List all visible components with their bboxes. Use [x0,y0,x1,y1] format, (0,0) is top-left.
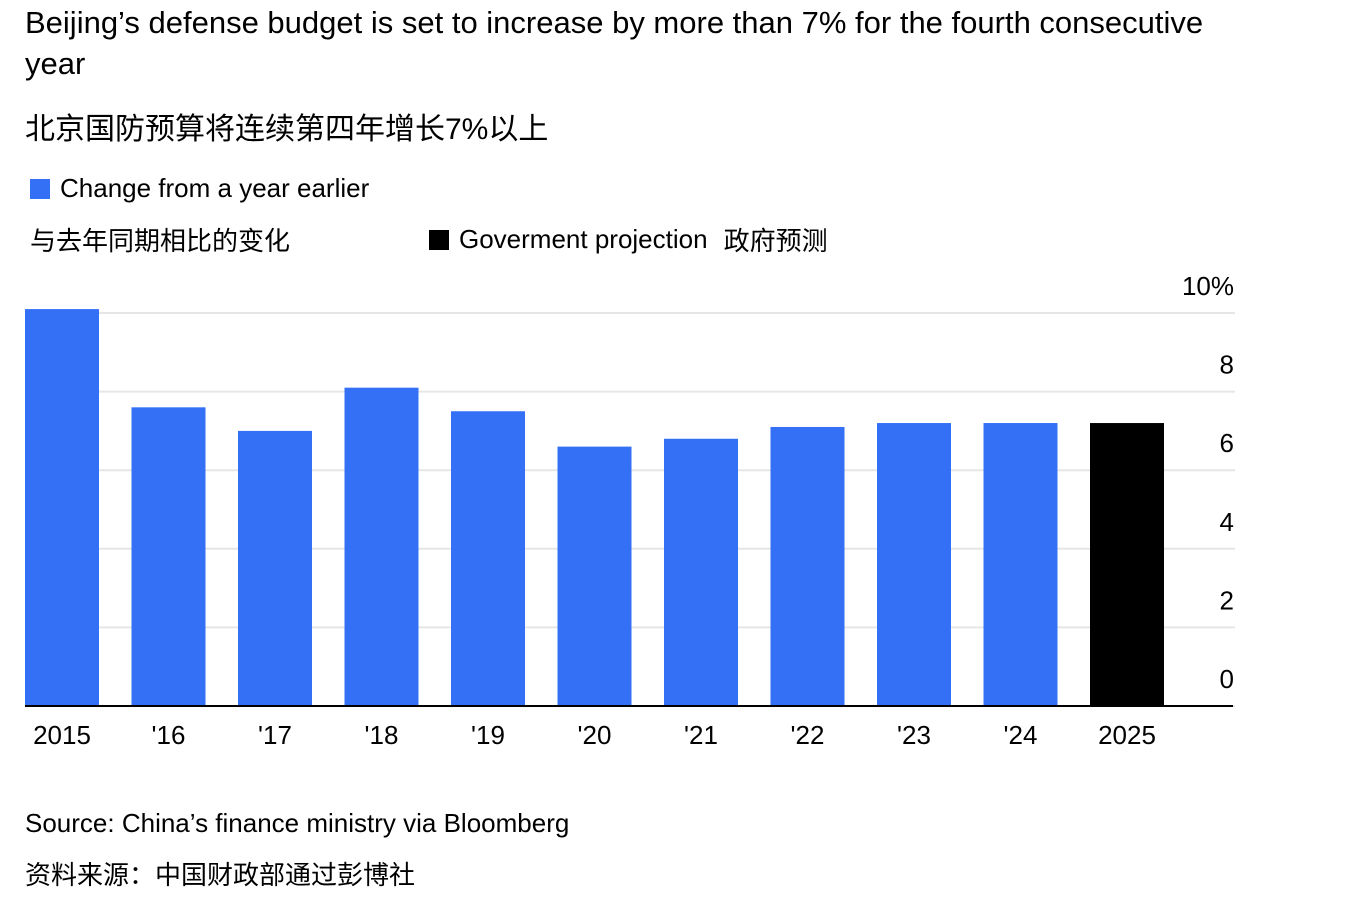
legend-label: Goverment projection [459,224,708,254]
legend-label: 与去年同期相比的变化 [30,226,291,256]
x-tick-label: '20 [578,720,612,750]
legend-swatch [30,178,50,199]
bar [1090,423,1164,706]
x-tick-label: '23 [897,720,931,750]
x-tick-label: '16 [152,720,186,750]
x-tick-label: '24 [1004,720,1038,750]
legend-entry: Change from a year earlier [30,173,369,204]
bar [25,309,99,706]
x-tick-label: '21 [684,720,718,750]
bar [877,423,951,706]
y-tick-label: 8 [1220,350,1234,380]
legend-label: Change from a year earlier [60,173,370,203]
source: Source: China’s finance ministry via Blo… [25,808,570,838]
legend-swatch [429,229,449,250]
y-tick-label: 0 [1220,664,1234,694]
source: 资料来源：中国财政部通过彭博社 [25,860,416,890]
bar [131,407,206,706]
bar [557,446,632,706]
x-tick-label: '22 [791,720,825,750]
x-tick-label: 2015 [33,720,91,750]
legend-label: 政府预测 [723,226,828,256]
x-tick-label: 2025 [1098,720,1156,750]
bar [983,423,1058,706]
chart-subtitle: 北京国防预算将连续第四年增长7%以上 [25,113,549,146]
legend-entry: Goverment projection 政府预测 [429,221,828,258]
y-tick-label: 10% [1182,271,1234,301]
chart-title: Beijing’s defense budget is set to incre… [25,5,1204,81]
y-tick-label: 2 [1220,585,1234,615]
legend-entry: 与去年同期相比的变化 [30,221,290,258]
y-tick-label: 4 [1220,507,1234,537]
x-tick-label: '19 [471,720,505,750]
bar [770,426,845,706]
x-tick-label: '17 [258,720,292,750]
bar [344,387,419,706]
y-tick-label: 6 [1220,428,1234,458]
bar [451,411,525,706]
x-tick-label: '18 [365,720,399,750]
bar [664,438,738,706]
bar [238,430,312,706]
